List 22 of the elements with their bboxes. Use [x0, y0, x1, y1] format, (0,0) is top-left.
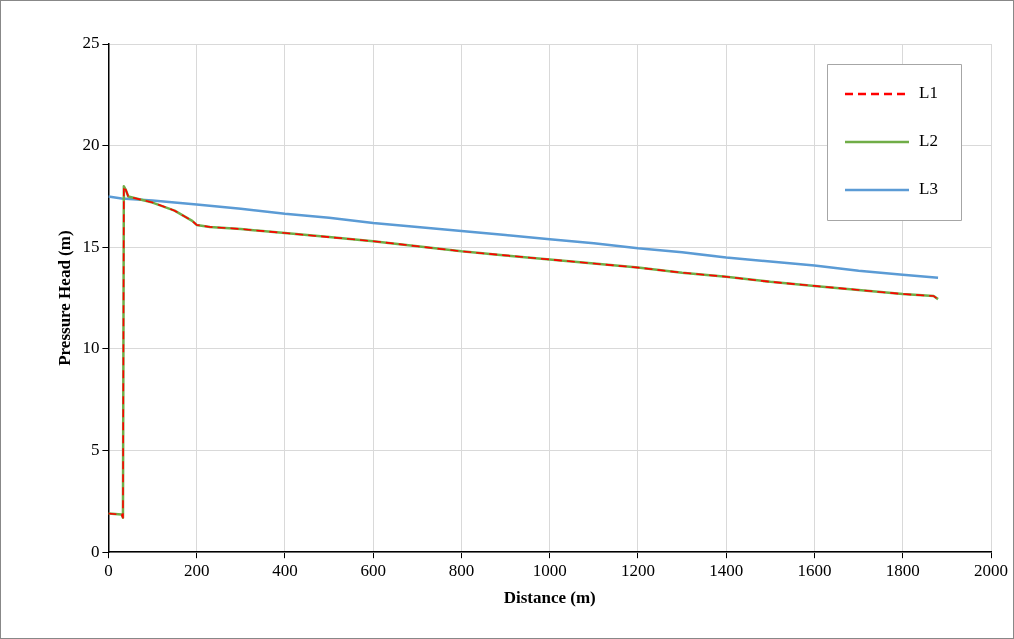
x-tick-label: 200 — [183, 560, 210, 580]
y-tick-label: 25 — [82, 33, 100, 53]
x-tick-label: 800 — [448, 560, 475, 580]
x-tick-label: 400 — [272, 560, 298, 580]
x-tick-label: 1000 — [532, 560, 567, 580]
x-tick-label: 1600 — [797, 560, 832, 580]
x-tick-label: 0 — [104, 560, 113, 580]
x-tick-label: 2000 — [974, 560, 1008, 580]
y-axis-title: Pressure Head (m) — [54, 230, 74, 366]
x-axis-title: Distance (m) — [503, 588, 596, 608]
y-tick-label: 0 — [90, 541, 100, 561]
legend-label: L1 — [919, 83, 938, 103]
y-tick-label: 10 — [82, 338, 100, 358]
x-tick-label: 1800 — [885, 560, 920, 580]
legend-label: L2 — [919, 131, 938, 151]
y-tick-label: 5 — [90, 440, 100, 460]
legend-label: L3 — [919, 179, 938, 199]
x-tick-label: 600 — [360, 560, 386, 580]
x-tick-label: 1400 — [709, 560, 744, 580]
y-tick-label: 15 — [82, 236, 100, 256]
x-tick-label: 1200 — [620, 560, 655, 580]
y-tick-label: 20 — [82, 135, 100, 155]
